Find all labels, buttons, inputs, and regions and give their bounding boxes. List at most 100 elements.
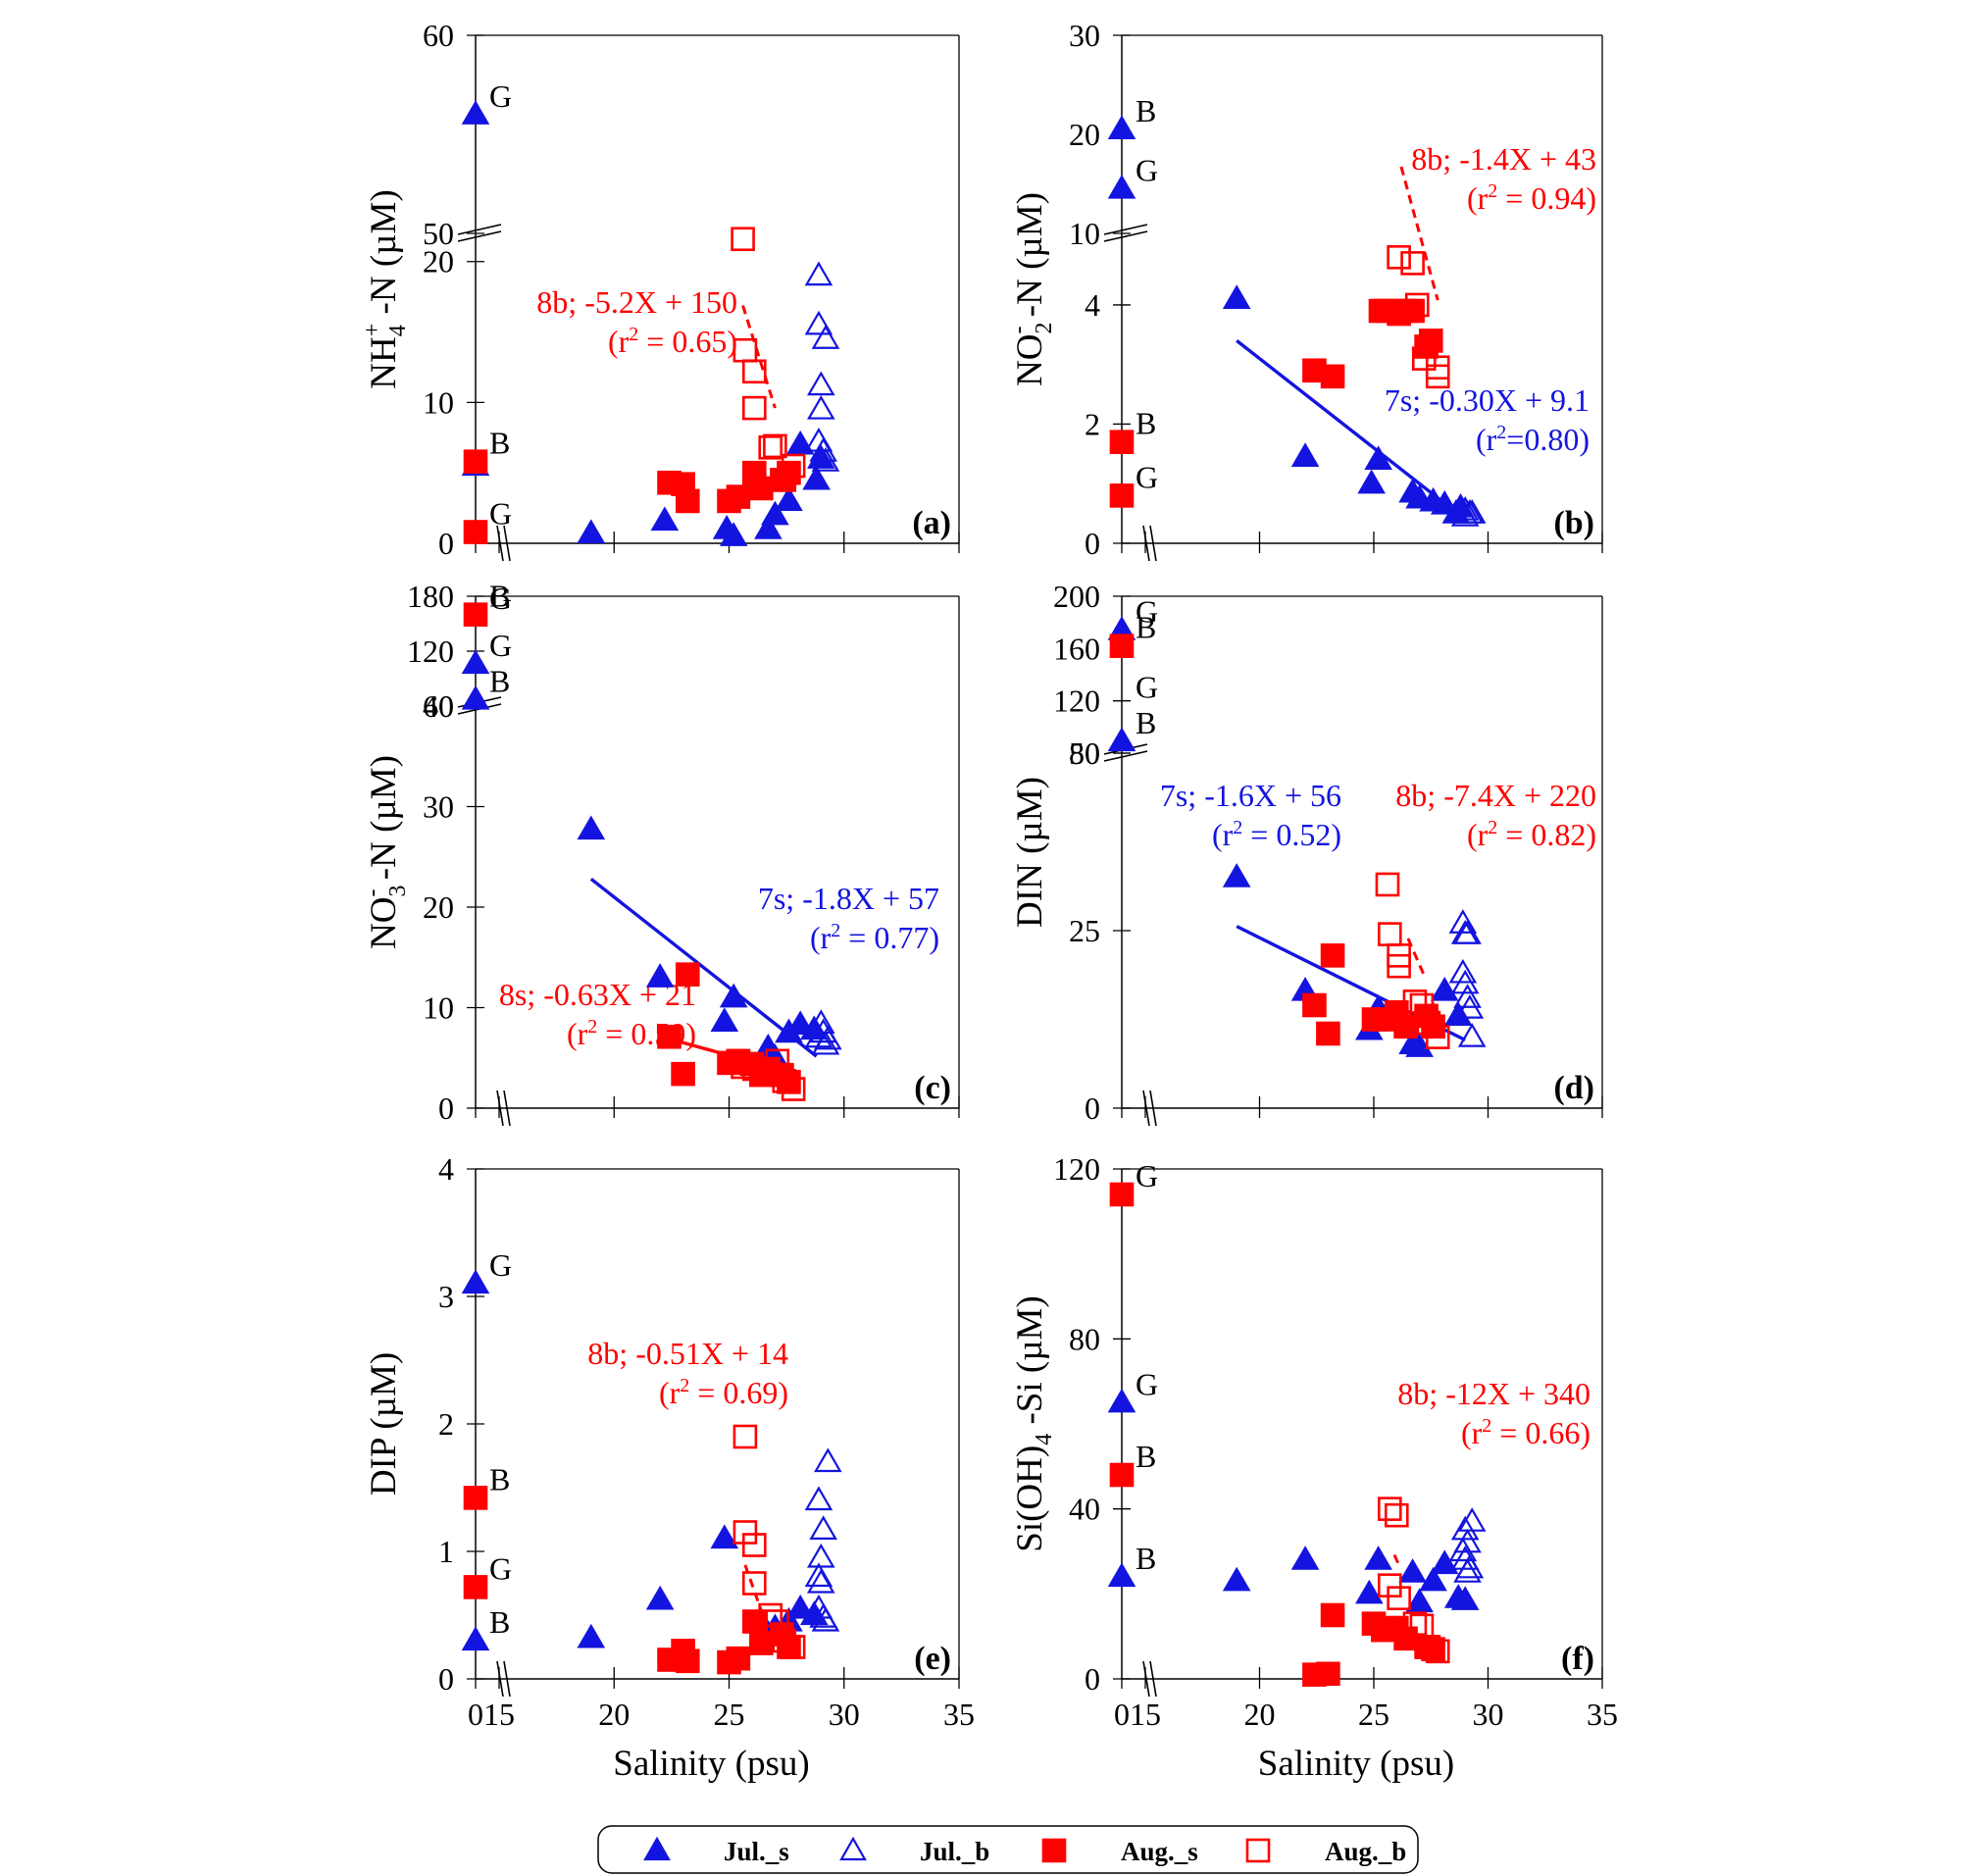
- legend-item-jul--s: Jul._s: [643, 1836, 789, 1866]
- marker-aug--b: [1387, 1586, 1411, 1610]
- marker-jul--s: [1290, 442, 1320, 467]
- marker-aug--s: [657, 1024, 682, 1049]
- y-tick-label: 20: [1069, 117, 1100, 152]
- x-tick-label: 35: [943, 1697, 975, 1732]
- marker-jul--s: [775, 486, 803, 512]
- endmember-tag: G: [489, 628, 512, 663]
- marker-aug--s: [777, 460, 801, 485]
- y-axis-title: NO2- -N (µM): [1006, 192, 1057, 386]
- marker-jul--b: [806, 1009, 835, 1035]
- marker-aug--b: [1378, 1496, 1402, 1521]
- marker-aug--s: [726, 1646, 751, 1671]
- endmember-tag: G: [489, 1550, 512, 1586]
- marker-jul--b: [1453, 920, 1482, 944]
- marker-jul--b: [811, 1606, 840, 1632]
- x-tick-label: 30: [1473, 1697, 1504, 1732]
- marker-aug--s: [463, 1575, 488, 1599]
- marker-aug--b: [1385, 1502, 1409, 1528]
- x-tick-label: 20: [1244, 1697, 1276, 1732]
- marker-aug--b: [741, 395, 767, 421]
- panel-label: (a): [912, 505, 951, 541]
- legend-item-aug--s: Aug._s: [1041, 1837, 1198, 1866]
- x-break-mark: [503, 1660, 511, 1698]
- endmember-tag: G: [1136, 153, 1158, 188]
- endmember-tag: G: [1136, 669, 1158, 704]
- marker-jul--b: [1450, 969, 1480, 994]
- marker-jul--b: [1457, 1023, 1487, 1047]
- endmember-tag: B: [1136, 406, 1156, 441]
- legend-marker: [1245, 1838, 1271, 1863]
- regression-line: [1236, 339, 1464, 520]
- marker-aug--s: [1393, 1626, 1418, 1651]
- endmember-tag: B: [1136, 1541, 1156, 1576]
- endmember-tag: G: [1136, 459, 1158, 494]
- marker-jul--s: [461, 649, 490, 675]
- marker-aug--s: [675, 488, 700, 514]
- marker-aug--b: [758, 1602, 783, 1628]
- marker-jul--s: [645, 963, 675, 988]
- marker-jul--b: [1450, 1515, 1480, 1541]
- x-break-mark: [1142, 1660, 1150, 1698]
- marker-aug--b: [1387, 953, 1411, 979]
- marker-aug--s: [1109, 634, 1135, 658]
- y-tick-label: 3: [438, 1279, 454, 1314]
- y-tick-label: 20: [423, 889, 454, 925]
- regression-line: [741, 305, 777, 409]
- marker-aug--s: [1320, 1602, 1345, 1628]
- legend-label: Jul._s: [724, 1837, 789, 1866]
- marker-jul--s: [710, 1007, 739, 1032]
- marker-aug--b: [1425, 1639, 1450, 1664]
- regression-equation: 8b; -5.2X + 150: [536, 284, 737, 320]
- marker-aug--s: [1109, 1182, 1135, 1207]
- marker-jul--s: [785, 430, 815, 455]
- marker-aug--b: [741, 1571, 767, 1596]
- x-tick-label: 25: [1358, 1697, 1389, 1732]
- endmember-tag: G: [489, 1247, 512, 1283]
- x-tick-label: 35: [1587, 1697, 1618, 1732]
- marker-jul--s: [1450, 1586, 1480, 1610]
- marker-aug--b: [765, 1609, 790, 1634]
- x-break-mark: [503, 525, 511, 562]
- x-break-mark: [503, 1090, 511, 1127]
- marker-aug--b: [1425, 1025, 1450, 1049]
- marker-aug--s: [671, 1061, 695, 1087]
- y-tick-label: 10: [423, 990, 454, 1026]
- y-axis-title: DIN (µM): [1010, 777, 1050, 928]
- marker-aug--b: [741, 359, 767, 384]
- endmember-tag: B: [489, 1461, 510, 1496]
- marker-jul--b: [1453, 984, 1482, 1008]
- x-break-mark: [496, 1660, 504, 1698]
- regression-r2: (r2 = 0.82): [1467, 817, 1596, 852]
- y-tick-label: 0: [1085, 526, 1100, 561]
- marker-jul--b: [1453, 1558, 1482, 1583]
- marker-aug--b: [731, 227, 755, 252]
- marker-jul--b: [804, 1486, 833, 1511]
- marker-jul--b: [1450, 502, 1480, 527]
- endmember-tag: G: [1136, 594, 1158, 630]
- y-tick-label: 40: [1069, 1492, 1100, 1527]
- y-axis-title: Si(OH)4 -Si (µM): [1010, 1295, 1057, 1552]
- regression-r2: (r2 = 0.77): [810, 920, 939, 955]
- marker-jul--s: [802, 465, 831, 490]
- x-break-mark: [1149, 525, 1157, 562]
- y-tick-label: 80: [1069, 735, 1100, 771]
- endmember-tag: G: [489, 78, 512, 114]
- legend-marker: [839, 1836, 867, 1861]
- y-tick-label: 0: [1085, 1090, 1100, 1126]
- marker-jul--s: [785, 1010, 815, 1036]
- marker-jul--s: [1364, 1546, 1392, 1570]
- marker-jul--s: [1430, 489, 1459, 515]
- x-break-mark: [1149, 1090, 1157, 1127]
- endmember-tag: B: [1136, 93, 1156, 128]
- marker-jul--s: [1430, 976, 1459, 1001]
- y-tick-label: 60: [423, 688, 454, 724]
- marker-jul--b: [1448, 1537, 1478, 1562]
- y-axis-title: NH4+ -N (µM): [360, 189, 411, 388]
- regression-equation: 7s; -0.30X + 9.1: [1385, 382, 1590, 418]
- regression-equation: 8b; -7.4X + 220: [1395, 778, 1596, 813]
- regression-r2: (r2 = 0.52): [1212, 817, 1341, 852]
- y-tick-label: 160: [1053, 631, 1100, 666]
